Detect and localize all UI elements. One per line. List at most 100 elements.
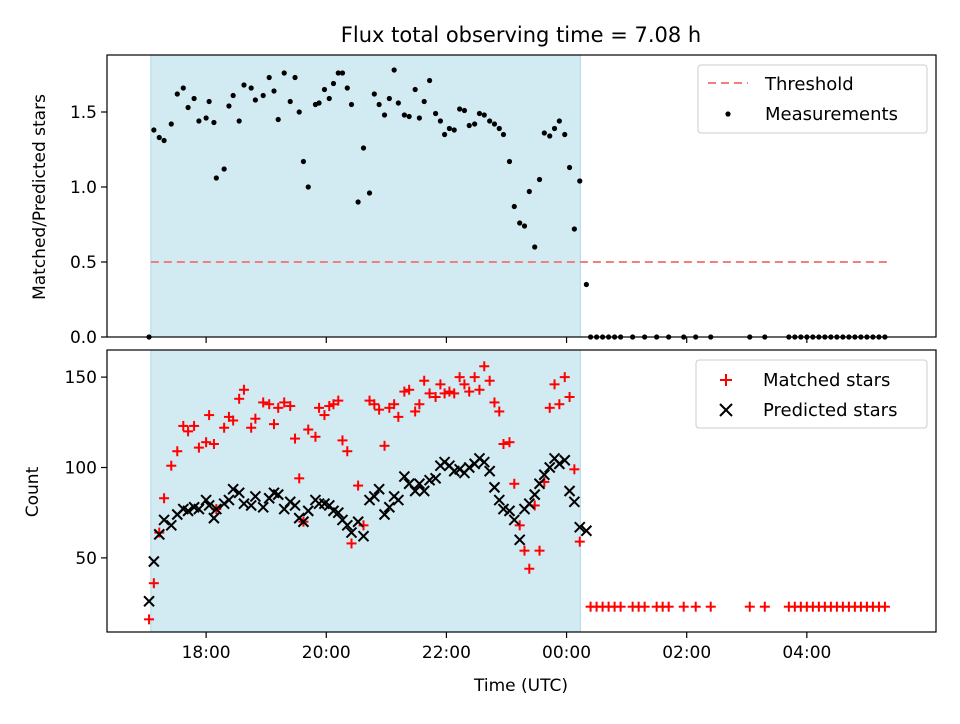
- ratio-series-0-point-63: [472, 121, 478, 127]
- count-series-0-point-97: [678, 601, 689, 612]
- ratio-series-0-point-36: [335, 70, 341, 76]
- figure-title: Flux total observing time = 7.08 h: [341, 23, 701, 47]
- count-series-0-point-96: [663, 601, 674, 612]
- ratio-series-0-point-5: [174, 91, 180, 97]
- count-series-0-point-18: [238, 384, 249, 395]
- ratio-series-0-point-23: [271, 88, 277, 94]
- ratio-legend: Threshold Measurements: [697, 64, 928, 134]
- count-panel: 50 100 150 18:00 20:00 22:00 00:00 02:00 04:00: [65, 349, 937, 663]
- count-series-1-point-40: [352, 516, 364, 528]
- ratio-series-0-point-13: [213, 175, 219, 181]
- count-series-0-point-70: [504, 437, 515, 448]
- count-series-0-point-31: [310, 431, 321, 442]
- count-series-1-point-46: [383, 501, 396, 513]
- count-series-0-point-98: [690, 601, 701, 612]
- ratio-series-0-point-33: [321, 86, 328, 93]
- count-series-0-point-60: [454, 372, 465, 383]
- count-series-1-point-17: [233, 487, 245, 499]
- count-series-1-point-38: [341, 519, 353, 532]
- count-series-0-point-9: [193, 442, 204, 453]
- ratio-series-0-point-58: [446, 125, 453, 132]
- count-series-1-point-76: [533, 478, 546, 490]
- ratio-series-0-point-15: [226, 103, 232, 109]
- count-series-1-point-36: [332, 506, 344, 519]
- count-series-0-point-56: [435, 379, 446, 390]
- ratio-series-0-point-78: [547, 133, 553, 139]
- legend-measurements-dot-icon: [725, 111, 731, 117]
- ratio-series-0-point-81: [562, 131, 568, 138]
- count-xtick-label-0: 18:00: [182, 643, 231, 663]
- count-series-0-point-73: [519, 545, 530, 556]
- ratio-series-0-point-71: [511, 203, 517, 210]
- count-xlabel: Time (UTC): [473, 676, 568, 696]
- count-series-0-point-45: [379, 440, 390, 451]
- ratio-series-0-point-59: [451, 127, 457, 133]
- count-series-1-point-53: [418, 485, 430, 497]
- count-series-0-point-90: [615, 601, 626, 612]
- count-series-0-point-99: [705, 601, 716, 612]
- ratio-series-0-point-85: [583, 281, 589, 288]
- ratio-series-0-point-52: [416, 115, 422, 121]
- count-axes-frame: [106, 349, 937, 633]
- count-series-0-point-65: [479, 361, 490, 372]
- count-series-1-point-45: [378, 508, 391, 521]
- legend-predicted-x-mark: [719, 403, 733, 417]
- count-series-1-point-62: [463, 461, 475, 474]
- count-series-0-point-36: [333, 395, 344, 406]
- count-series-0-point-12: [208, 439, 219, 449]
- count-series-0-point-39: [346, 538, 357, 549]
- count-series-1-point-49: [398, 470, 411, 483]
- count-series-1-point-74: [523, 497, 536, 510]
- ratio-series-0-point-28: [296, 109, 302, 115]
- count-series-0-point-72: [514, 520, 525, 531]
- count-series-0-point-118: [879, 601, 890, 612]
- ratio-series-0-point-20: [252, 97, 258, 103]
- ratio-series-0-point-76: [536, 176, 543, 183]
- count-series-1-point-81: [559, 454, 571, 466]
- count-series-0-point-24: [273, 402, 284, 413]
- count-series-1-point-44: [373, 483, 385, 495]
- count-series-0-point-22: [264, 399, 275, 410]
- ratio-series-0-point-32: [316, 100, 322, 106]
- ratio-series-0-point-26: [287, 98, 293, 105]
- count-series-1-point-83: [568, 496, 581, 508]
- count-series-0-point-58: [444, 386, 455, 397]
- ratio-series-0-point-69: [500, 131, 507, 138]
- count-series-0-point-40: [353, 480, 364, 491]
- ratio-series-0-point-18: [241, 82, 247, 88]
- ratio-series-0-point-50: [406, 113, 412, 120]
- ratio-series-0-point-47: [391, 67, 397, 73]
- count-series-0-point-21: [258, 397, 269, 408]
- count-series-1-point-30: [302, 505, 314, 517]
- count-observing-span: [150, 349, 581, 633]
- count-series-0-point-1: [148, 578, 159, 589]
- count-series-0-point-71: [509, 478, 520, 489]
- ratio-axes-frame: [106, 54, 937, 338]
- count-xtick-label-1: 20:00: [302, 643, 351, 663]
- ratio-series-0-point-48: [395, 100, 401, 106]
- count-series-1-point-24: [272, 488, 284, 501]
- ratio-ylabel: Matched/Predicted stars: [30, 94, 50, 300]
- ratio-series-0-point-1: [151, 127, 157, 133]
- count-series-1-point-84: [574, 521, 586, 533]
- count-series-1-point-0: [143, 595, 155, 607]
- count-series-0-point-78: [544, 402, 555, 413]
- ratio-series-0-point-12: [211, 119, 217, 126]
- count-series-0-point-30: [303, 424, 314, 435]
- count-series-0-point-25: [279, 397, 290, 408]
- count-series-0-point-76: [534, 545, 545, 556]
- count-series-1-point-29: [297, 516, 310, 528]
- count-series-0-point-69: [498, 439, 509, 449]
- ratio-series-0-point-7: [185, 104, 191, 111]
- count-series-1-point-13: [210, 503, 223, 515]
- count-series-0-point-48: [393, 411, 404, 422]
- ratio-series-0-point-53: [421, 98, 427, 105]
- ratio-series-0-point-79: [551, 125, 558, 132]
- count-series-0-point-53: [419, 375, 430, 386]
- ratio-series-0-point-73: [521, 223, 528, 229]
- count-legend-frame: [695, 359, 928, 429]
- ratio-ytick-label-3: 1.5: [70, 103, 97, 123]
- count-series-1-point-71: [508, 514, 520, 526]
- count-series-1-point-11: [203, 499, 215, 512]
- count-ylabel: Count: [23, 466, 43, 517]
